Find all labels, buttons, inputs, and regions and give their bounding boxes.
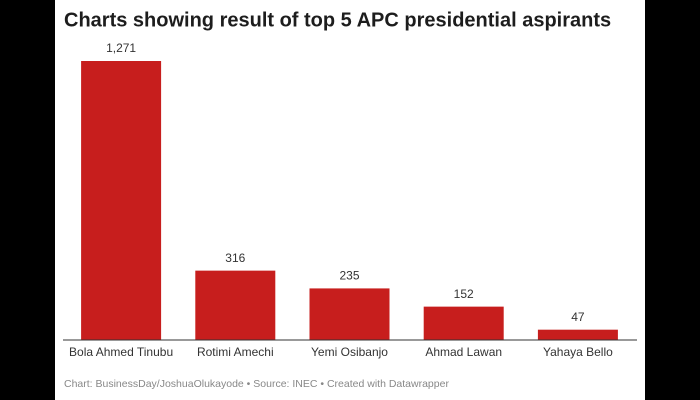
value-label: 316 — [225, 251, 245, 265]
value-label: 235 — [339, 269, 359, 283]
value-label: 47 — [571, 310, 585, 324]
value-label: 152 — [454, 287, 474, 301]
x-tick-label: Yahaya Bello — [543, 345, 613, 359]
x-tick-label: Ahmad Lawan — [425, 345, 502, 359]
bar — [537, 329, 618, 340]
chart-title: Charts showing result of top 5 APC presi… — [64, 9, 611, 31]
bar — [81, 61, 162, 340]
bar — [423, 306, 504, 340]
x-tick-label: Bola Ahmed Tinubu — [69, 345, 173, 359]
x-tick-label: Rotimi Amechi — [197, 345, 274, 359]
value-label: 1,271 — [106, 41, 136, 55]
x-tick-label: Yemi Osibanjo — [311, 345, 388, 359]
bar — [309, 288, 390, 340]
bar — [195, 270, 276, 340]
chart-source: Chart: BusinessDay/JoshuaOlukayode • Sou… — [64, 378, 449, 390]
